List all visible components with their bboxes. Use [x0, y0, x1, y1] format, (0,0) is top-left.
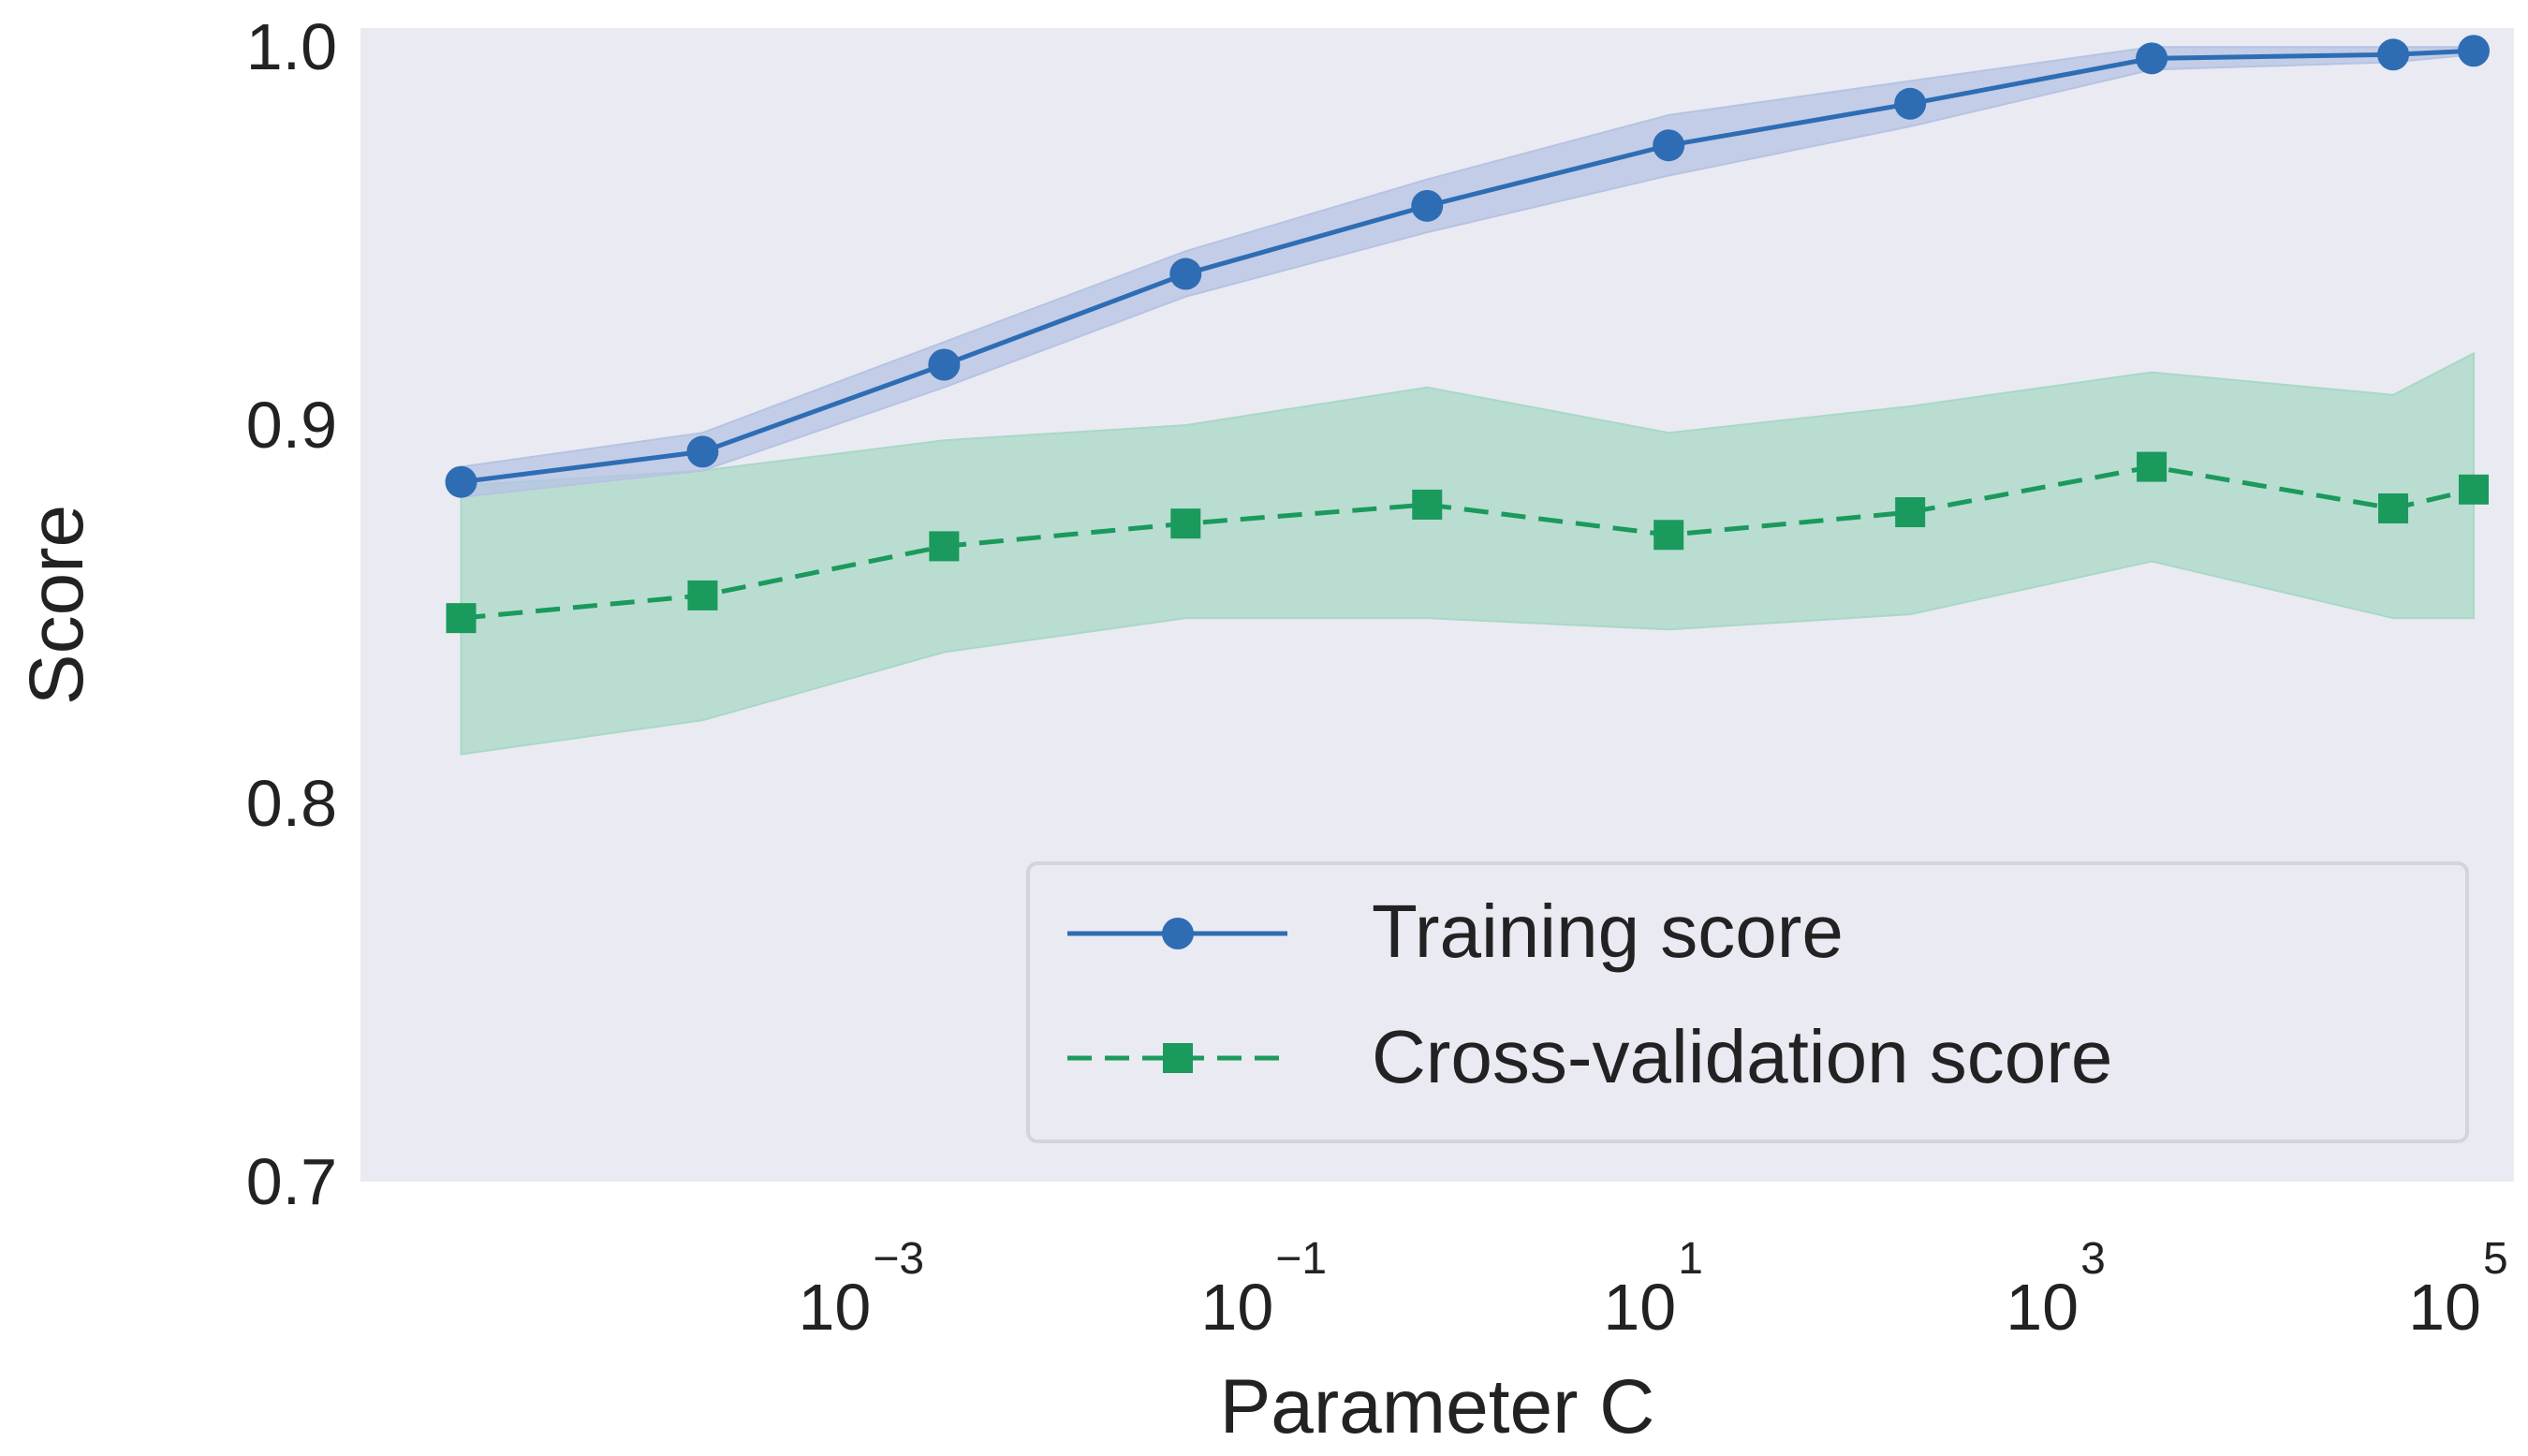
legend-box [1026, 861, 2469, 1143]
cross-validation-score-point [2459, 474, 2490, 505]
x-tick-exponent: 3 [2080, 1234, 2106, 1284]
y-tick-label: 1.0 [246, 10, 337, 83]
legend: Training score Cross-validation score [1026, 861, 2469, 1143]
cross-validation-score-point [1412, 489, 1443, 520]
training-score-point [445, 465, 478, 498]
training-score-point [1653, 129, 1685, 162]
y-axis-ticks: 0.7 0.8 0.9 1.0 [246, 10, 337, 1218]
series-lines [461, 48, 2475, 621]
legend-label-training: Training score [1372, 890, 1844, 973]
cross-validation-score-point [1653, 520, 1684, 551]
training-score-point [1169, 257, 1202, 290]
x-tick-label: 10−3 [799, 1234, 925, 1344]
x-tick-base: 10 [1603, 1271, 1676, 1344]
x-tick-exponent: 5 [2483, 1234, 2508, 1284]
x-tick-base: 10 [2006, 1271, 2079, 1344]
cross-validation-score-point [929, 531, 960, 562]
x-tick-exponent: −1 [1275, 1234, 1327, 1284]
cross-validation-score-point [446, 603, 477, 634]
y-tick-label: 0.7 [246, 1145, 337, 1218]
x-tick-base: 10 [799, 1271, 872, 1344]
y-tick-label: 0.8 [246, 767, 337, 840]
cross-validation-score-point [2378, 493, 2409, 523]
y-tick-label: 0.9 [246, 389, 337, 462]
x-tick-exponent: −3 [873, 1234, 924, 1284]
training-score-point [1894, 87, 1927, 120]
training-score-line [461, 48, 2475, 485]
cross-validation-score-point [687, 580, 718, 610]
cross-validation-score-point [2137, 451, 2168, 482]
x-tick-label: 101 [1603, 1234, 1703, 1344]
x-tick-base: 10 [2408, 1271, 2481, 1344]
legend-marker-cross-validation [1163, 1043, 1193, 1073]
x-tick-base: 10 [1200, 1271, 1273, 1344]
training-score-point [1411, 189, 1444, 222]
training-score-point [2136, 42, 2168, 75]
x-tick-exponent: 1 [1678, 1234, 1703, 1284]
cross-validation-score-line [461, 464, 2475, 621]
training-score-point [686, 435, 719, 468]
training-score-point [2458, 35, 2491, 67]
legend-label-cross-validation: Cross-validation score [1372, 1015, 2112, 1098]
series-markers [445, 35, 2491, 634]
training-score-point [2377, 38, 2410, 71]
x-axis-label: Parameter C [1220, 1364, 1655, 1449]
y-axis-label: Score [14, 505, 99, 705]
legend-marker-training [1162, 918, 1194, 949]
cross-validation-score-point [1895, 497, 1926, 528]
x-tick-label: 103 [2006, 1234, 2106, 1344]
cross-validation-score-band [460, 351, 2476, 756]
x-tick-label: 105 [2408, 1234, 2508, 1344]
training-score-point [928, 348, 961, 381]
cross-validation-score-point [1170, 508, 1201, 539]
x-tick-label: 10−1 [1200, 1234, 1327, 1344]
